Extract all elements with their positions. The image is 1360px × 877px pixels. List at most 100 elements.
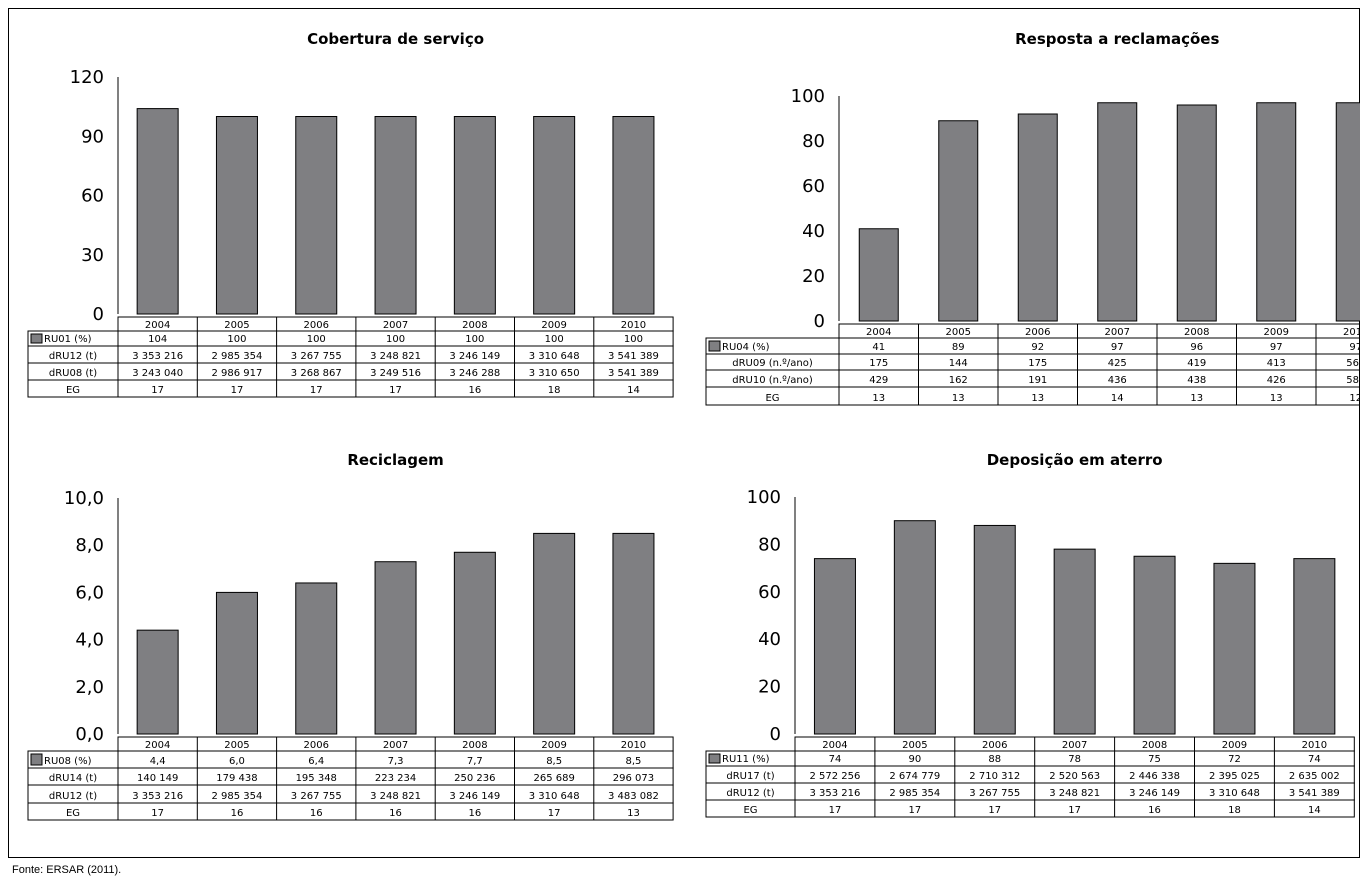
table-cell: 97 (1111, 342, 1124, 353)
table-cell: 7,7 (467, 756, 483, 767)
table-cell: 3 246 149 (449, 791, 500, 802)
table-cell: 18 (1228, 805, 1241, 816)
y-tick-label: 20 (758, 677, 781, 698)
row-label: EG (765, 393, 779, 404)
table-cell: 2 710 312 (969, 771, 1020, 782)
row-label: EG (66, 385, 80, 396)
table-cell: 223 234 (375, 773, 416, 784)
table-cell: 17 (310, 385, 323, 396)
table-cell: 16 (1148, 805, 1161, 816)
bar-2010 (1293, 558, 1336, 735)
table-cell: 100 (227, 334, 246, 345)
table-cell: 162 (949, 375, 968, 386)
x-tick-label: 2005 (224, 740, 249, 751)
table-cell: 104 (148, 334, 167, 345)
y-tick-label: 120 (70, 67, 104, 88)
table-cell: 584 (1346, 375, 1360, 386)
table-cell: 179 438 (216, 773, 257, 784)
table-cell: 195 348 (296, 773, 337, 784)
table-cell: 2 986 917 (211, 368, 262, 379)
row-label: dRU12 (t) (726, 788, 774, 799)
table-cell: 3 353 216 (132, 791, 183, 802)
table-cell: 436 (1108, 375, 1127, 386)
table-cell: 6,4 (308, 756, 324, 767)
table-row-border (705, 799, 1355, 818)
table-cell: 438 (1187, 375, 1206, 386)
bar-2009 (533, 532, 576, 735)
x-tick-label: 2009 (1264, 327, 1289, 338)
table-cell: 2 572 256 (809, 771, 860, 782)
table-cell: 12 (1349, 393, 1360, 404)
x-tick-label: 2006 (304, 320, 329, 331)
chart-title: Cobertura de serviço (307, 30, 484, 48)
y-tick-label: 100 (747, 487, 781, 508)
x-tick-label: 2004 (145, 320, 170, 331)
y-tick-label: 60 (81, 186, 104, 207)
bar-2007 (1053, 548, 1096, 735)
table-cell: 90 (908, 754, 921, 765)
table-cell: 74 (1308, 754, 1321, 765)
table-cell: 17 (151, 385, 164, 396)
x-tick-label: 2004 (866, 327, 891, 338)
table-cell: 265 689 (533, 773, 574, 784)
table-cell: 3 353 216 (132, 351, 183, 362)
x-tick-label: 2009 (541, 740, 566, 751)
table-cell: 3 248 821 (370, 791, 421, 802)
x-tick-label: 2010 (621, 740, 646, 751)
table-cell: 3 310 648 (1209, 788, 1260, 799)
row-label: dRU08 (t) (49, 368, 97, 379)
table-cell: 97 (1349, 342, 1360, 353)
table-cell: 429 (869, 375, 888, 386)
table-cell: 144 (949, 358, 968, 369)
y-tick-label: 0,0 (75, 724, 104, 745)
table-cell: 17 (988, 805, 1001, 816)
table-cell: 13 (1190, 393, 1203, 404)
table-cell: 78 (1068, 754, 1081, 765)
legend-swatch (30, 333, 43, 344)
table-cell: 3 246 149 (1129, 788, 1180, 799)
row-label: EG (66, 808, 80, 819)
chart-title: Deposição em aterro (987, 451, 1163, 469)
bar-2006 (295, 116, 338, 315)
table-cell: 96 (1190, 342, 1203, 353)
table-cell: 17 (548, 808, 561, 819)
table-cell: 3 267 755 (969, 788, 1020, 799)
table-cell: 41 (872, 342, 885, 353)
bar-2009 (1213, 562, 1256, 735)
legend-label: RU08 (%) (44, 756, 92, 767)
table-cell: 3 267 755 (291, 351, 342, 362)
y-tick-label: 0 (93, 304, 104, 325)
x-tick-label: 2005 (224, 320, 249, 331)
bar-2004 (858, 228, 899, 322)
bar-2005 (938, 120, 979, 322)
table-cell: 16 (468, 808, 481, 819)
table-cell: 18 (548, 385, 561, 396)
table-cell: 191 (1028, 375, 1047, 386)
legend-label: RU04 (%) (722, 342, 770, 353)
table-cell: 88 (988, 754, 1001, 765)
table-cell: 296 073 (613, 773, 654, 784)
x-tick-label: 2008 (462, 740, 487, 751)
row-label: dRU14 (t) (49, 773, 97, 784)
table-cell: 6,0 (229, 756, 245, 767)
y-tick-label: 8,0 (75, 535, 104, 556)
table-cell: 2 635 002 (1289, 771, 1340, 782)
table-cell: 14 (1308, 805, 1321, 816)
table-cell: 3 353 216 (809, 788, 860, 799)
table-cell: 419 (1187, 358, 1206, 369)
table-cell: 3 541 389 (1289, 788, 1340, 799)
table-cell: 425 (1108, 358, 1127, 369)
table-cell: 426 (1267, 375, 1286, 386)
row-label: dRU17 (t) (726, 771, 774, 782)
y-tick-label: 30 (81, 245, 104, 266)
table-cell: 3 246 149 (449, 351, 500, 362)
bar-2005 (893, 520, 936, 735)
y-tick-label: 0 (770, 724, 781, 745)
table-cell: 13 (627, 808, 640, 819)
table-cell: 17 (829, 805, 842, 816)
table-cell: 14 (627, 385, 640, 396)
table-cell: 74 (829, 754, 842, 765)
table-cell: 3 268 867 (291, 368, 342, 379)
x-tick-label: 2006 (982, 740, 1007, 751)
